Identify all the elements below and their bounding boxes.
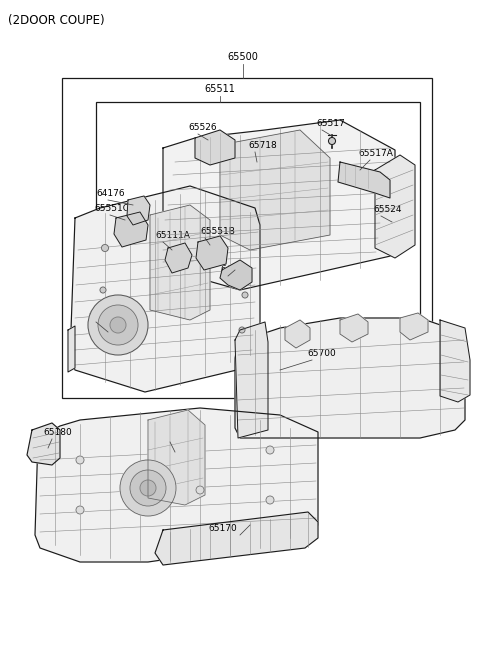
Polygon shape xyxy=(235,322,268,438)
Text: 65170: 65170 xyxy=(209,524,238,533)
Polygon shape xyxy=(375,155,415,258)
Polygon shape xyxy=(340,314,368,342)
Polygon shape xyxy=(148,410,205,505)
Text: 65718: 65718 xyxy=(248,141,277,150)
Polygon shape xyxy=(68,326,75,372)
Text: 65700: 65700 xyxy=(307,349,336,358)
Polygon shape xyxy=(27,423,60,465)
Circle shape xyxy=(98,305,138,345)
Circle shape xyxy=(266,446,274,454)
Text: 64176: 64176 xyxy=(96,189,125,198)
Text: 65500: 65500 xyxy=(228,52,258,62)
Text: 65551C: 65551C xyxy=(94,204,129,213)
Polygon shape xyxy=(165,243,192,273)
Circle shape xyxy=(120,460,176,516)
Polygon shape xyxy=(220,130,330,250)
Text: 65526: 65526 xyxy=(188,123,216,132)
Text: 65511: 65511 xyxy=(204,84,235,94)
Circle shape xyxy=(76,506,84,514)
Circle shape xyxy=(100,287,106,293)
Bar xyxy=(96,102,420,370)
Text: (2DOOR COUPE): (2DOOR COUPE) xyxy=(8,14,105,27)
Text: 64175: 64175 xyxy=(220,265,249,274)
Circle shape xyxy=(140,480,156,496)
Polygon shape xyxy=(70,186,260,392)
Bar xyxy=(62,78,432,398)
Polygon shape xyxy=(235,318,465,438)
Polygon shape xyxy=(338,162,390,198)
Circle shape xyxy=(76,456,84,464)
Text: 65111A: 65111A xyxy=(155,231,190,240)
Circle shape xyxy=(101,245,108,251)
Polygon shape xyxy=(195,130,235,165)
Polygon shape xyxy=(285,320,310,348)
Polygon shape xyxy=(150,205,210,320)
Polygon shape xyxy=(400,313,428,340)
Circle shape xyxy=(266,496,274,504)
Polygon shape xyxy=(440,320,470,402)
Polygon shape xyxy=(155,512,318,565)
Circle shape xyxy=(110,317,126,333)
Text: 65524: 65524 xyxy=(373,205,401,214)
Polygon shape xyxy=(35,408,318,562)
Circle shape xyxy=(242,292,248,298)
Text: 65517: 65517 xyxy=(316,119,345,128)
Text: 65780: 65780 xyxy=(88,311,117,320)
Text: 65517A: 65517A xyxy=(358,149,393,158)
Text: 65100C: 65100C xyxy=(160,431,195,440)
Circle shape xyxy=(196,486,204,494)
Polygon shape xyxy=(196,236,228,270)
Polygon shape xyxy=(163,120,395,290)
Circle shape xyxy=(328,138,336,144)
Text: 65180: 65180 xyxy=(43,428,72,437)
Polygon shape xyxy=(127,196,150,225)
Polygon shape xyxy=(220,260,252,290)
Text: 65551B: 65551B xyxy=(200,227,235,236)
Polygon shape xyxy=(114,212,148,247)
Circle shape xyxy=(88,295,148,355)
Circle shape xyxy=(130,470,166,506)
Circle shape xyxy=(239,327,245,333)
